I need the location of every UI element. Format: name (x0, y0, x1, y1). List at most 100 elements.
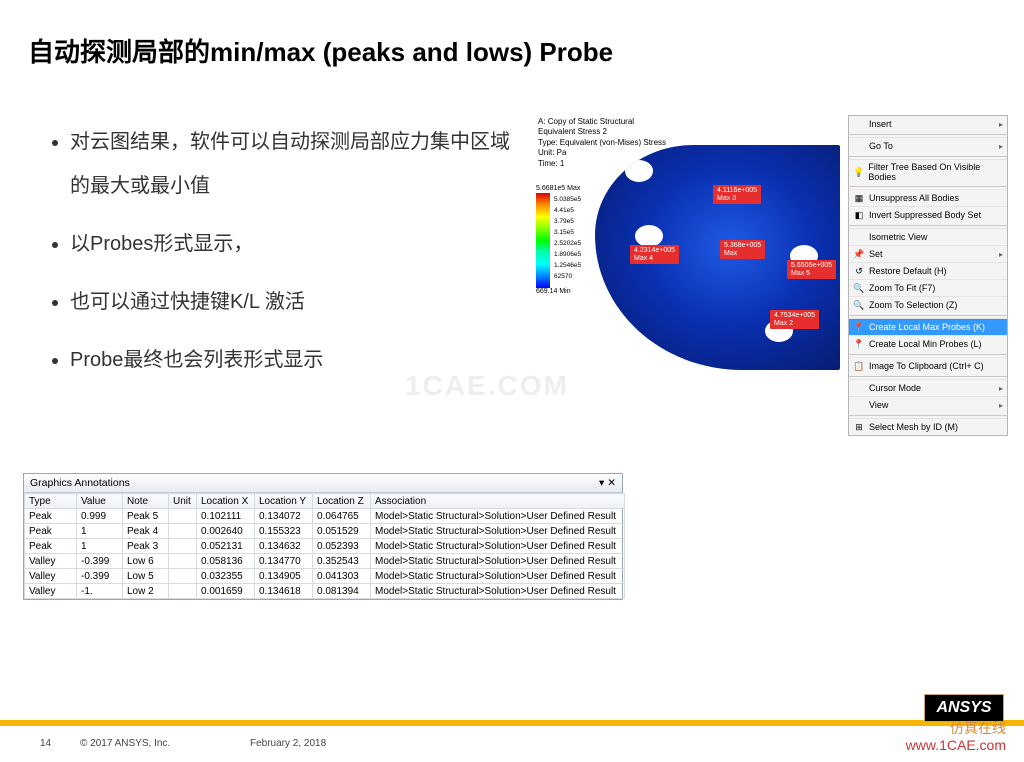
table-cell: Low 5 (123, 569, 169, 584)
menu-icon: 📌 (853, 248, 865, 260)
menu-icon (853, 399, 865, 411)
probe-label[interactable]: 4.1116e+005Max 3 (713, 185, 761, 204)
menu-label: Insert (869, 119, 892, 129)
annotations-table[interactable]: TypeValueNoteUnitLocation XLocation YLoc… (24, 493, 625, 599)
menu-label: Image To Clipboard (Ctrl+ C) (869, 361, 984, 371)
menu-label: Go To (869, 141, 893, 151)
table-cell: Peak (25, 539, 77, 554)
table-row[interactable]: Peak1Peak 40.0026400.1553230.051529Model… (25, 524, 625, 539)
table-row[interactable]: Valley-0.399Low 60.0581360.1347700.35254… (25, 554, 625, 569)
menu-label: View (869, 400, 888, 410)
menu-item[interactable]: 💡 Filter Tree Based On Visible Bodies (849, 159, 1007, 184)
probe-label[interactable]: 4.7534e+005Max 2 (770, 310, 819, 329)
probe-label[interactable]: 4.2314e+005Max 4 (630, 245, 679, 264)
table-cell: Model>Static Structural>Solution>User De… (371, 569, 625, 584)
table-cell: 0.064765 (313, 509, 371, 524)
table-cell: 0.001659 (197, 584, 255, 599)
menu-item[interactable]: 📍Create Local Max Probes (K) (849, 318, 1007, 335)
context-menu[interactable]: Insert▸Go To▸💡Filter Tree Based On Visib… (848, 115, 1008, 436)
table-cell: 0.134072 (255, 509, 313, 524)
menu-icon: ⊞ (853, 421, 865, 433)
table-cell: Low 6 (123, 554, 169, 569)
table-cell (169, 539, 197, 554)
submenu-arrow-icon: ▸ (999, 120, 1003, 129)
menu-item[interactable]: 📌Set▸ (849, 245, 1007, 262)
menu-icon: ↺ (853, 265, 865, 277)
table-cell: Peak (25, 524, 77, 539)
model-geometry[interactable]: 4.1116e+005Max 3 5.368e+005Max 4.2314e+0… (595, 145, 840, 370)
table-cell: 0.058136 (197, 554, 255, 569)
menu-item[interactable]: 🔍Zoom To Fit (F7) (849, 279, 1007, 296)
table-cell: 0.041303 (313, 569, 371, 584)
menu-item[interactable]: ◧Invert Suppressed Body Set (849, 206, 1007, 223)
bullet-item: 以Probes形式显示， (70, 222, 510, 266)
table-cell: 1 (77, 539, 123, 554)
table-cell: 1 (77, 524, 123, 539)
legend-max: 5.6681e5 Max (536, 185, 580, 192)
table-cell (169, 509, 197, 524)
menu-item[interactable]: 📋 Image To Clipboard (Ctrl+ C) (849, 357, 1007, 374)
menu-item[interactable]: Isometric View (849, 228, 1007, 245)
table-cell (169, 584, 197, 599)
vp-line: A: Copy of Static Structural (538, 117, 840, 127)
result-viewport: A: Copy of Static Structural Equivalent … (530, 115, 840, 375)
column-header[interactable]: Location Y (255, 494, 313, 509)
menu-icon: 📋 (853, 360, 865, 372)
column-header[interactable]: Location X (197, 494, 255, 509)
column-header[interactable]: Unit (169, 494, 197, 509)
column-header[interactable]: Value (77, 494, 123, 509)
panel-title: Graphics Annotations (30, 477, 130, 489)
menu-item[interactable]: ↺ Restore Default (H) (849, 262, 1007, 279)
legend-colorbar (536, 193, 550, 288)
legend-tick: 1.2546e5 (554, 261, 581, 272)
table-cell: 0.134770 (255, 554, 313, 569)
menu-item[interactable]: 📍Create Local Min Probes (L) (849, 335, 1007, 352)
menu-label: Zoom To Fit (F7) (869, 283, 935, 293)
table-cell: 0.051529 (313, 524, 371, 539)
table-cell: 0.999 (77, 509, 123, 524)
legend-tick: 4.41e5 (554, 206, 574, 217)
probe-label[interactable]: 5.368e+005Max (720, 240, 765, 259)
menu-icon (853, 140, 865, 152)
table-row[interactable]: Valley-1.Low 20.0016590.1346180.081394Mo… (25, 584, 625, 599)
menu-icon (853, 118, 865, 130)
bullet-item: 对云图结果，软件可以自动探测局部应力集中区域的最大或最小值 (70, 120, 510, 208)
column-header[interactable]: Note (123, 494, 169, 509)
menu-label: Invert Suppressed Body Set (869, 210, 981, 220)
menu-item[interactable]: Cursor Mode▸ (849, 379, 1007, 396)
column-header[interactable]: Location Z (313, 494, 371, 509)
menu-icon: 📍 (853, 321, 865, 333)
table-cell (169, 524, 197, 539)
menu-item[interactable]: Insert ▸ (849, 116, 1007, 132)
table-cell: 0.352543 (313, 554, 371, 569)
menu-label: Filter Tree Based On Visible Bodies (868, 162, 1003, 182)
menu-label: Select Mesh by ID (M) (869, 422, 958, 432)
table-cell: Peak (25, 509, 77, 524)
menu-item[interactable]: ⊞ Select Mesh by ID (M) (849, 418, 1007, 435)
menu-item[interactable]: View▸ (849, 396, 1007, 413)
menu-label: Zoom To Selection (Z) (869, 300, 957, 310)
probe-label[interactable]: 5.6505e+005Max 5 (787, 260, 836, 279)
column-header[interactable]: Type (25, 494, 77, 509)
column-header[interactable]: Association (371, 494, 625, 509)
menu-item[interactable]: Go To▸ (849, 137, 1007, 154)
legend-tick: 2.5202e5 (554, 239, 581, 250)
table-row[interactable]: Peak0.999Peak 50.1021110.1340720.064765M… (25, 509, 625, 524)
menu-label: Isometric View (869, 232, 927, 242)
table-row[interactable]: Peak1Peak 30.0521310.1346320.052393Model… (25, 539, 625, 554)
table-cell: Model>Static Structural>Solution>User De… (371, 539, 625, 554)
menu-label: Unsuppress All Bodies (869, 193, 959, 203)
submenu-arrow-icon: ▸ (999, 250, 1003, 259)
table-cell: 0.081394 (313, 584, 371, 599)
menu-icon: 💡 (853, 166, 864, 178)
table-cell: Model>Static Structural>Solution>User De… (371, 509, 625, 524)
menu-label: Restore Default (H) (869, 266, 947, 276)
menu-item[interactable]: 🔍Zoom To Selection (Z) (849, 296, 1007, 313)
brand-url: www.1CAE.com (906, 737, 1006, 754)
table-row[interactable]: Valley-0.399Low 50.0323550.1349050.04130… (25, 569, 625, 584)
bullet-list: 对云图结果，软件可以自动探测局部应力集中区域的最大或最小值 以Probes形式显… (50, 120, 510, 396)
page-number: 14 (40, 738, 51, 749)
menu-item[interactable]: ▦Unsuppress All Bodies (849, 189, 1007, 206)
slide-footer: 14 © 2017 ANSYS, Inc. February 2, 2018 (0, 726, 1024, 762)
panel-dock-icons[interactable]: ▾ ✕ (599, 477, 616, 489)
